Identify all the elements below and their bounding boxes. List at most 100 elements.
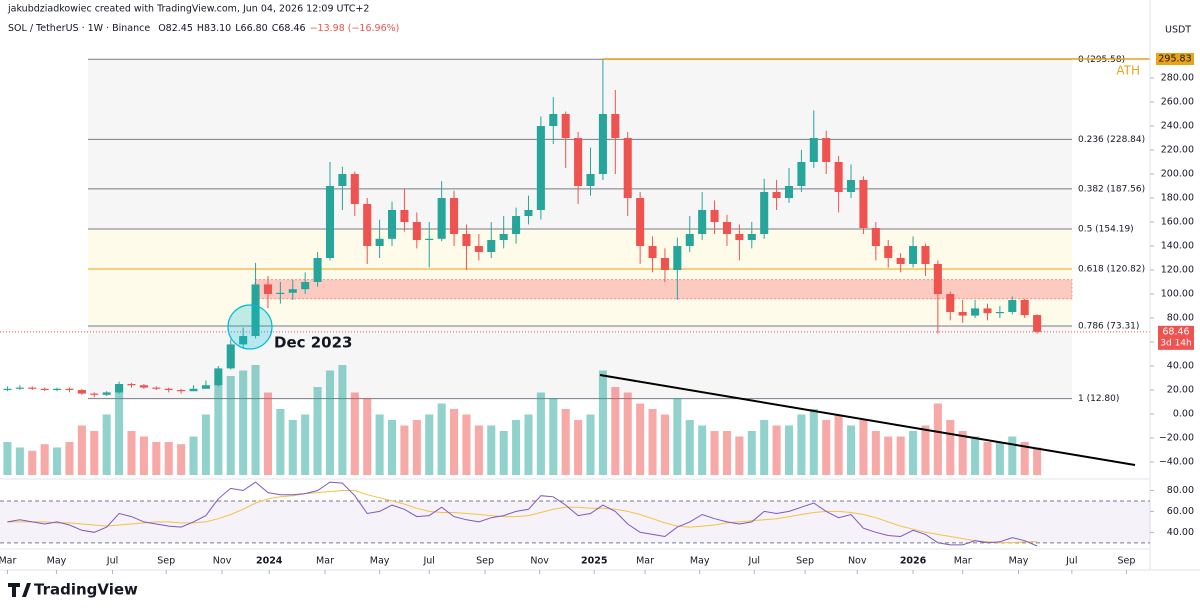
candle-body [499, 234, 508, 240]
y-tick-label: 140.00 [1161, 241, 1194, 252]
candle-body [77, 390, 86, 394]
volume-bar [115, 387, 124, 475]
candle-body [177, 390, 186, 392]
x-tick-label: Mar [954, 556, 972, 567]
candle-body [834, 162, 843, 192]
candle-body [735, 234, 744, 240]
volume-bar [487, 425, 496, 475]
volume-bar [660, 414, 669, 475]
candle-body [710, 210, 719, 222]
volume-bar [933, 403, 942, 475]
candle-body [3, 388, 12, 390]
y-tick-label: −20.00 [1159, 433, 1194, 444]
candle-body [251, 284, 260, 336]
x-tick-label: Nov [848, 556, 867, 567]
candle-body [375, 238, 384, 246]
volume-bar [884, 436, 893, 475]
fib-band [88, 228, 1072, 270]
volume-bar [77, 425, 86, 475]
candle-body [673, 246, 682, 270]
candle-body [846, 180, 856, 192]
volume-bar [995, 442, 1004, 475]
candle-body [648, 246, 657, 258]
volume-bar [1020, 442, 1029, 475]
volume-bar [673, 398, 682, 475]
brand: TradingView [34, 581, 138, 599]
ath-label: ATH [1116, 64, 1140, 78]
credit: jakubdziadkowiec created with TradingVie… [7, 4, 369, 15]
volume-bar [251, 365, 260, 475]
y-tick-label: 260.00 [1161, 97, 1194, 108]
candle-body [698, 210, 707, 234]
volume-bar [1008, 436, 1017, 475]
x-tick-label: Mar [316, 556, 334, 567]
y-tick-label: 160.00 [1161, 217, 1194, 228]
candle-body [561, 114, 570, 138]
candle-body [586, 174, 595, 186]
y-tick-label: 80.00 [1167, 313, 1194, 324]
x-tick-label: May [690, 556, 710, 567]
candle-body [574, 138, 583, 186]
candle-body [412, 222, 421, 240]
brand-logo: TradingView [8, 581, 138, 599]
volume-bar [400, 425, 409, 475]
x-tick-label: Jul [422, 556, 434, 567]
x-tick-label: Sep [157, 556, 175, 567]
candle-body [462, 234, 471, 246]
volume-bar [15, 447, 24, 475]
volume-bar [301, 414, 310, 475]
ath-price-box [1156, 53, 1194, 66]
candle-body [437, 198, 446, 239]
candle-body [301, 282, 310, 290]
logo-icon [8, 583, 31, 597]
volume-bar [983, 442, 992, 475]
volume-bar [524, 414, 533, 475]
candle-body [189, 388, 198, 392]
volume-bar [152, 442, 161, 475]
candle-body [474, 246, 483, 252]
candle-body [598, 114, 607, 174]
x-tick-label: Mar [636, 556, 654, 567]
candle-body [549, 114, 558, 126]
volume-bar [313, 387, 322, 475]
volume-bar [288, 420, 297, 475]
fib-label: 0.786 (73.31) [1078, 322, 1139, 332]
candle-body [28, 387, 37, 389]
symbol: SOL / TetherUS · 1W · Binance [8, 23, 150, 34]
volume-bar [437, 403, 446, 475]
x-tick-label: 2026 [900, 556, 927, 567]
volume-bar [450, 409, 459, 475]
volume-bar [871, 431, 880, 475]
volume-bar [636, 403, 645, 475]
volume-bar [65, 442, 74, 475]
candle-body [239, 336, 248, 345]
y-tick-label: −40.00 [1159, 457, 1194, 468]
volume-bar [822, 420, 831, 475]
volume-bar [735, 436, 744, 475]
volume-bar [648, 409, 657, 475]
candle-body [152, 387, 161, 389]
candle-body [313, 258, 322, 282]
y-tick-label: 280.00 [1161, 73, 1194, 84]
last-price-label: 68.46 [1162, 326, 1189, 337]
candle-body [722, 222, 732, 234]
candle-body [53, 388, 62, 390]
volume-bar [971, 436, 980, 475]
candle-body [1033, 315, 1042, 332]
trend-line [599, 374, 1136, 466]
volume-bar [772, 425, 781, 475]
volume-bar [387, 420, 397, 475]
candle-body [946, 294, 955, 312]
candle-body [325, 186, 335, 258]
x-tick-label: May [47, 556, 67, 567]
x-tick-label: May [370, 556, 390, 567]
volume-bar [710, 431, 719, 475]
fib-label: 0.236 (228.84) [1078, 135, 1145, 145]
candle-body [636, 198, 645, 246]
candle-body [1020, 300, 1029, 316]
volume-bar [263, 392, 272, 475]
volume-bar [561, 409, 570, 475]
candle-body [338, 174, 347, 186]
volume-bar [102, 414, 111, 475]
y-axis-label: USDT [1165, 25, 1191, 36]
